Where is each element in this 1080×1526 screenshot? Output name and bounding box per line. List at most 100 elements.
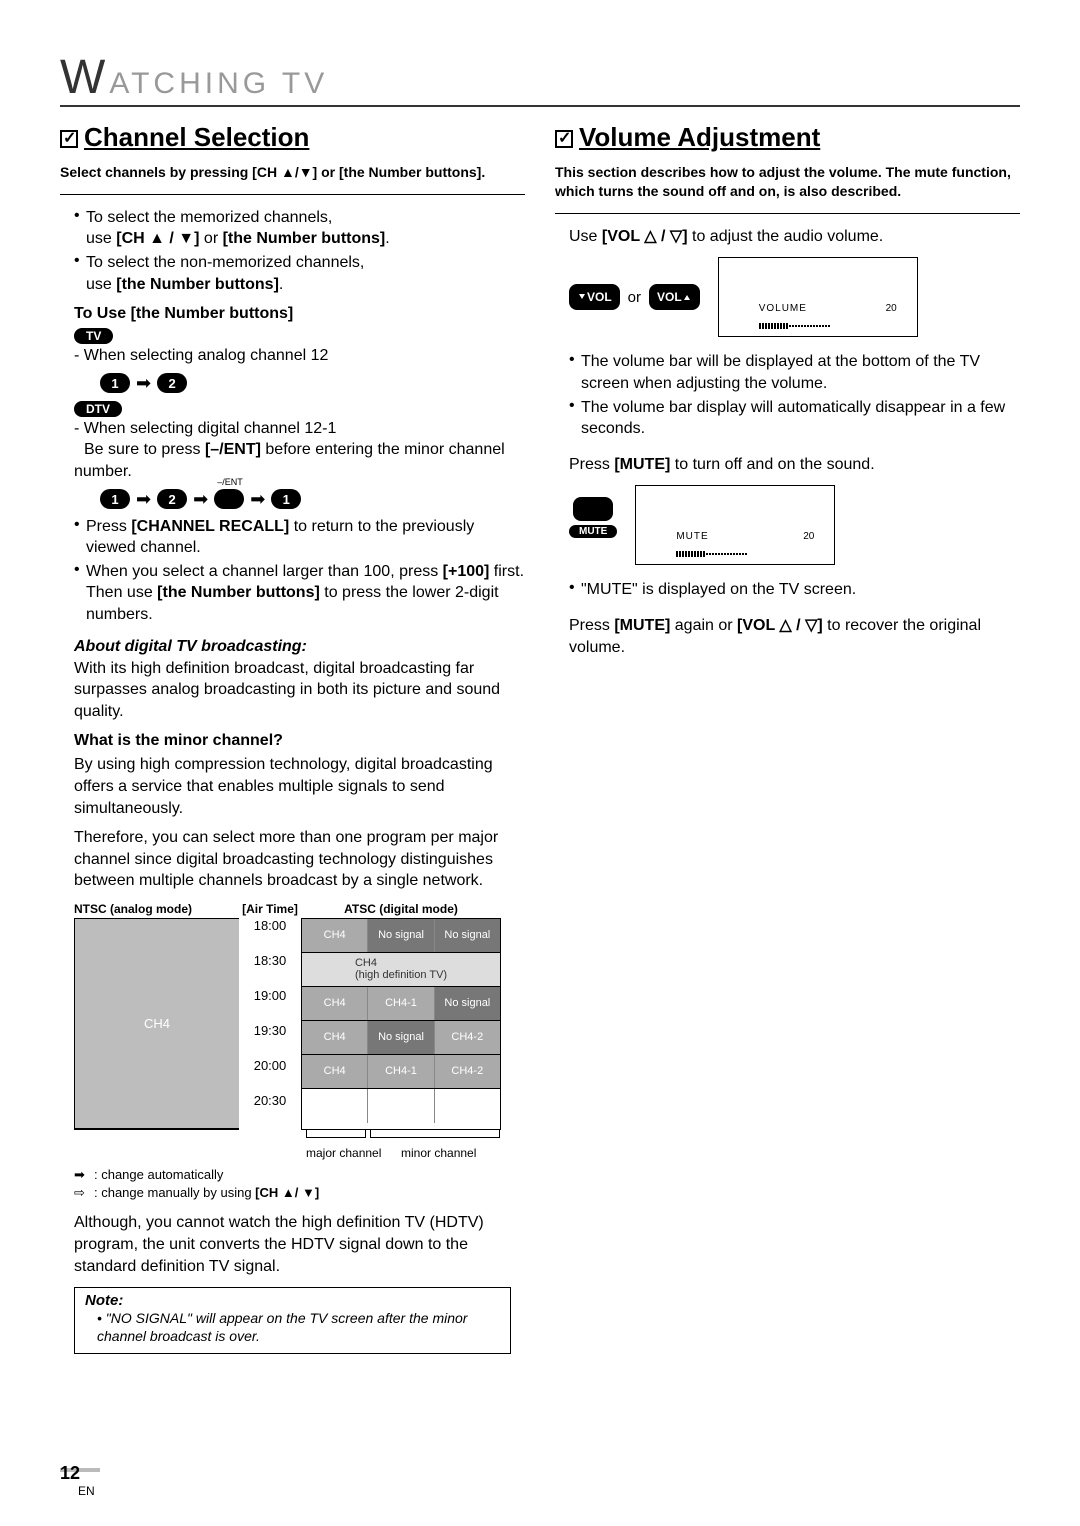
checkbox-icon (60, 130, 78, 148)
arrow-icon: ➡ (193, 489, 208, 510)
volume-intro: This section describes how to adjust the… (555, 163, 1020, 201)
atsc-column: CH4 No signal No signal CH4(high definit… (301, 918, 501, 1130)
num-button-2[interactable]: 2 (157, 373, 187, 393)
hdtv-cell: CH4(high definition TV) (302, 953, 500, 986)
num-button-1[interactable]: 1 (100, 489, 130, 509)
num-button-1[interactable]: 1 (100, 373, 130, 393)
t: use (86, 230, 116, 247)
major-label: major channel (306, 1146, 401, 1160)
t: CH4 (355, 957, 377, 969)
t: Press (569, 617, 614, 634)
arrow-outline-icon: ⇨ (74, 1184, 94, 1202)
volume-bar (759, 316, 897, 322)
bullet-volbar1: •The volume bar will be displayed at the… (569, 351, 1020, 394)
c: CH4-1 (368, 987, 434, 1020)
c: CH4 (302, 1021, 368, 1054)
c: No signal (368, 919, 434, 952)
c: CH4-2 (435, 1021, 500, 1054)
num-button-2[interactable]: 2 (157, 489, 187, 509)
page-lang: EN (78, 1484, 95, 1498)
t: [VOL △ / ▽] (602, 228, 688, 245)
divider (555, 213, 1020, 214)
c: CH4 (302, 987, 368, 1020)
c: CH4-1 (368, 1055, 434, 1088)
volume-row: VOL or VOL VOLUME 20 (569, 257, 1020, 337)
t: to adjust the audio volume. (688, 228, 884, 245)
volume-display: VOLUME 20 (718, 257, 918, 337)
t: [CHANNEL RECALL] (131, 518, 289, 535)
analog-sequence: 1 ➡ 2 (100, 373, 525, 394)
atsc-label: ATSC (digital mode) (301, 902, 501, 916)
page-header: WATCHING TV (60, 50, 1020, 107)
t: [the Number buttons] (223, 230, 386, 247)
c: No signal (368, 1021, 434, 1054)
c: CH4 (302, 919, 368, 952)
time: 20:00 (239, 1058, 301, 1093)
t: When you select a channel larger than 10… (86, 563, 443, 580)
t: [VOL △ / ▽] (737, 617, 823, 634)
time: 19:00 (239, 988, 301, 1023)
t: - When selecting digital channel 12-1 (74, 420, 336, 437)
arrow-solid-icon: ➡ (74, 1166, 94, 1184)
t: again or (670, 617, 737, 634)
time: 20:30 (239, 1093, 301, 1128)
bullet-nonmemorized: • To select the non-memorized channels, … (74, 252, 525, 295)
mute-instruction: Press [MUTE] to turn off and on the soun… (569, 454, 1020, 476)
bracket-row (306, 1130, 525, 1138)
hdtv-note: Although, you cannot watch the high defi… (74, 1212, 511, 1277)
bullet-recall: • Press [CHANNEL RECALL] to return to th… (74, 516, 525, 559)
time: 18:30 (239, 953, 301, 988)
bullet-plus100: • When you select a channel larger than … (74, 561, 525, 626)
mute-value: 20 (803, 531, 814, 542)
mute-display: MUTE 20 (635, 485, 835, 565)
checkbox-icon (555, 130, 573, 148)
mute-row: MUTE MUTE 20 (569, 485, 1020, 565)
t: [the Number buttons] (116, 276, 279, 293)
t: "NO SIGNAL" will appear on the TV screen… (97, 1310, 467, 1344)
time: 18:00 (239, 918, 301, 953)
use-number-heading: To Use [the Number buttons] (74, 305, 525, 323)
digital-sequence: 1 ➡ 2 ➡ –/ENT ➡ 1 (100, 489, 525, 510)
t: The volume bar will be displayed at the … (581, 351, 1020, 394)
t: [the Number buttons] (157, 584, 320, 601)
t: (high definition TV) (355, 969, 447, 981)
t: [MUTE] (614, 617, 670, 634)
header-text: ATCHING TV (109, 67, 328, 100)
right-column: Volume Adjustment This section describes… (555, 122, 1020, 1354)
c: CH4-2 (435, 1055, 500, 1088)
digital-12-text: - When selecting digital channel 12-1 Be… (74, 418, 525, 483)
t: [–/ENT] (205, 441, 261, 458)
channel-intro: Select channels by pressing [CH ▲/▼] or … (60, 163, 525, 182)
ent-button[interactable]: –/ENT (214, 489, 244, 509)
channel-selection-title: Channel Selection (60, 122, 525, 153)
use-vol-text: Use [VOL △ / ▽] to adjust the audio volu… (569, 226, 1020, 248)
t: . (385, 230, 389, 247)
t: . (279, 276, 283, 293)
vol-down-button[interactable]: VOL (569, 284, 620, 310)
c: CH4 (302, 1055, 368, 1088)
vol-up-button[interactable]: VOL (649, 284, 700, 310)
title-text: Channel Selection (84, 122, 309, 152)
t: [CH ▲ / ▼] (116, 230, 199, 247)
time: 19:30 (239, 1023, 301, 1058)
mute-recover: Press [MUTE] again or [VOL △ / ▽] to rec… (569, 615, 1020, 658)
mute-disp-label: MUTE (676, 531, 708, 542)
tv-pill: TV (74, 328, 113, 344)
mute-button[interactable] (573, 497, 613, 521)
note-text: • "NO SIGNAL" will appear on the TV scre… (97, 1309, 500, 1345)
note-title: Note: (85, 1292, 500, 1309)
t: "MUTE" is displayed on the TV screen. (581, 579, 1020, 601)
t: To select the non-memorized channels, (86, 254, 364, 271)
t: Be sure to press (84, 441, 205, 458)
bullet-mute-shown: •"MUTE" is displayed on the TV screen. (569, 579, 1020, 601)
t: To select the memorized channels, (86, 209, 332, 226)
vol-value: 20 (886, 303, 897, 314)
volume-title: Volume Adjustment (555, 122, 1020, 153)
airtime-label: [Air Time] (239, 902, 301, 916)
t: : change manually by using (94, 1185, 255, 1200)
minor-text-1: By using high compression technology, di… (74, 754, 511, 819)
num-button-1[interactable]: 1 (271, 489, 301, 509)
c: No signal (435, 987, 500, 1020)
header-title: WATCHING TV (60, 50, 1020, 105)
or-text: or (628, 289, 641, 306)
